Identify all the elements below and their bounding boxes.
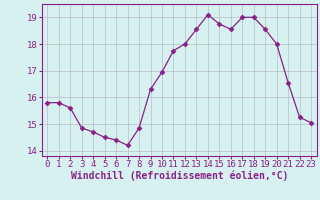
X-axis label: Windchill (Refroidissement éolien,°C): Windchill (Refroidissement éolien,°C) [70, 171, 288, 181]
